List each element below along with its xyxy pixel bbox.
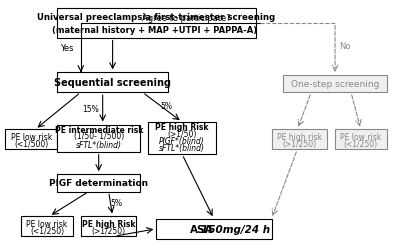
FancyBboxPatch shape (57, 9, 256, 38)
Text: PlGF determination: PlGF determination (49, 178, 148, 188)
Text: PE low risk: PE low risk (10, 132, 52, 141)
FancyBboxPatch shape (5, 130, 57, 150)
Text: (<1/500): (<1/500) (14, 140, 48, 149)
FancyBboxPatch shape (57, 73, 168, 93)
FancyBboxPatch shape (57, 125, 140, 152)
Text: (maternal history + MAP +UTPI + PAPPA-A): (maternal history + MAP +UTPI + PAPPA-A) (52, 26, 260, 35)
Text: (1/50- 1/500): (1/50- 1/500) (74, 132, 124, 141)
FancyBboxPatch shape (284, 76, 387, 93)
FancyBboxPatch shape (81, 216, 136, 236)
Text: 5%: 5% (160, 102, 172, 111)
Text: PE low risk: PE low risk (26, 219, 68, 228)
Text: (<1/250): (<1/250) (30, 226, 64, 235)
Text: No: No (339, 42, 351, 50)
FancyBboxPatch shape (57, 174, 140, 192)
Text: sFTL*(blind): sFTL*(blind) (76, 141, 122, 150)
Text: One-step screening: One-step screening (291, 80, 379, 89)
Text: PE high Risk: PE high Risk (155, 123, 209, 132)
Text: PE intermediate risk: PE intermediate risk (54, 126, 143, 134)
Text: (<1/250): (<1/250) (344, 140, 378, 149)
Text: 15%: 15% (82, 104, 99, 114)
FancyBboxPatch shape (335, 130, 387, 150)
Text: Agree to participate?: Agree to participate? (142, 14, 230, 23)
FancyBboxPatch shape (148, 122, 216, 155)
Text: PE low risk: PE low risk (340, 132, 382, 141)
Text: PE high Risk: PE high Risk (82, 219, 135, 228)
Text: Sequential screening: Sequential screening (54, 78, 171, 88)
Text: 150mg/24 h: 150mg/24 h (201, 224, 270, 234)
Text: PlGF*(blind): PlGF*(blind) (159, 137, 205, 146)
Text: ASA: ASA (190, 224, 214, 234)
Text: Yes: Yes (60, 44, 74, 53)
FancyBboxPatch shape (156, 219, 272, 239)
Text: PE high risk: PE high risk (277, 132, 322, 141)
Text: sFTL*(blind): sFTL*(blind) (159, 144, 205, 153)
Text: (>1/50): (>1/50) (168, 129, 197, 138)
FancyBboxPatch shape (272, 130, 327, 150)
FancyBboxPatch shape (21, 216, 73, 236)
Text: Universal preeclampsia first-trimester screening: Universal preeclampsia first-trimester s… (37, 13, 275, 22)
Text: (>1/250): (>1/250) (282, 140, 316, 149)
Text: 5%: 5% (110, 198, 122, 207)
Text: (>1/250): (>1/250) (92, 226, 126, 235)
